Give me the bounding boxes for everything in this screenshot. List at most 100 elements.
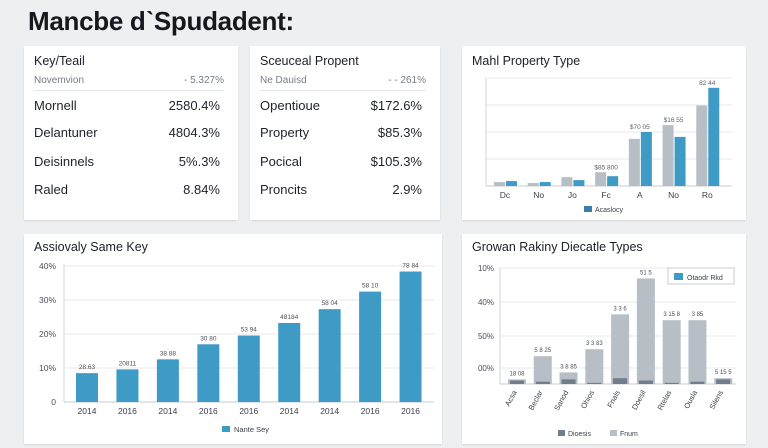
x-tick-label: 2014 [320,406,339,416]
data-label: 18 08 [509,371,525,377]
key-row-label: Delantuner [34,125,98,140]
property-type-panel: Mahl Property Type Dc No Jo $85 800 Fc $70 05… [462,46,746,220]
key-row-2: Delantuner 4804.3% [34,125,224,140]
bar [399,271,422,402]
legend-label: Acaslocy [595,207,624,214]
bar [318,309,341,402]
data-label: 53 94 [241,327,258,334]
data-label: 38 88 [160,350,177,357]
bar [595,172,607,186]
key-row-value: 5%.3% [178,154,220,169]
data-label: 3 3 83 [586,341,603,347]
x-tick-label: Dc [500,190,511,200]
decade-types-chart: 10% 40% 50% 00% 18 08 Acsa 5 8 25 Beclar 3 8 85 S… [478,264,736,438]
data-label: 3 3 6 [613,306,627,312]
same-key-title: Assiovaly Same Key [34,240,148,254]
key-panel-sub-value: - 5.327% [183,75,224,86]
bar [696,105,708,186]
x-tick-label: Acsa [503,388,519,408]
key-row-label: Raled [34,182,68,197]
x-tick-label: Beclar [527,388,545,411]
data-label: 51 5 [640,270,652,276]
legend-swatch [558,430,565,436]
data-label: $16 55 [664,117,684,124]
data-label: 28.63 [79,364,96,371]
x-tick-label: Jo [568,190,577,200]
x-tick-label: Silens [707,389,725,411]
bar [559,372,578,384]
x-tick-label: 2016 [118,406,137,416]
property-panel-sub-label: Ne Dauisd [260,75,307,86]
bar [585,349,604,384]
key-panel-title: Key/Teail [34,54,85,68]
x-tick-label: 2016 [361,406,380,416]
data-label: 3 8 85 [560,364,577,370]
bar [662,125,674,186]
data-label: 48184 [280,314,298,321]
bar-secondary [664,382,679,384]
decade-types-panel: Growan Rakiny Diecatle Types 10% 40% 50% 00… [462,234,746,444]
bar-secondary [613,378,628,384]
key-panel-subheader: Novemvion - 5.327% [34,75,224,91]
data-label: 5 15 5 [715,370,732,376]
data-label: $85 800 [594,164,618,171]
x-tick-label: A [637,190,643,200]
x-tick-label: 2014 [158,406,177,416]
key-panel: Key/Teail Novemvion - 5.327% Mornell 258… [24,46,238,220]
bar [611,314,630,384]
x-tick-label: 2014 [280,406,299,416]
data-label: 3 15 8 [663,312,680,318]
legend-swatch [610,430,617,436]
key-row-3: Deisinnels 5%.3% [34,154,224,169]
same-key-panel: Assiovaly Same Key 40% 30% 20% 10% 0 28.63 201… [24,234,442,444]
bar-secondary [510,380,524,384]
y-tick-label: 10% [39,363,56,373]
bar [278,322,301,402]
x-tick-label: 2016 [401,406,420,416]
data-label: 30 80 [200,335,217,342]
property-row-label: Property [260,125,310,140]
bar [561,177,573,186]
bar [494,182,505,186]
x-tick-label: Doesil [630,388,648,411]
property-panel-title: Sceuceal Propent [260,54,359,68]
x-tick-label: 2016 [239,406,258,416]
property-row-label: Opentioue [260,98,320,113]
bar [640,132,652,186]
property-row-label: Proncits [260,182,307,197]
bar [527,183,539,186]
bar [76,373,98,402]
property-row-4: Proncits 2.9% [260,182,426,197]
x-tick-label: No [533,190,544,200]
property-row-value: 2.9% [392,182,422,197]
key-row-value: 8.84% [183,182,220,197]
legend-label: Otaodr Rkd [687,275,723,282]
bar [533,356,552,384]
bar-secondary [561,379,576,384]
key-row-4: Raled 8.84% [34,182,224,197]
bar [156,359,179,402]
legend-label: Nante Sey [234,425,269,434]
legend-swatch [584,206,592,212]
bar [662,320,681,384]
legend-label: Dioesis [568,431,591,438]
legend-swatch [222,426,230,432]
legend-label: Fnum [620,431,638,438]
property-panel-sub-value: - - 261% [388,75,426,86]
same-key-chart: 40% 30% 20% 10% 0 28.63 2014 20811 2016 38 88 2014… [39,261,434,434]
y-tick-label: 0 [51,397,56,407]
property-row-1: Opentioue $172.6% [260,98,426,113]
bar [607,176,619,186]
decade-types-title: Growan Rakiny Diecatle Types [472,240,643,254]
property-row-value: $85.3% [377,125,422,140]
y-tick-label: 40% [39,261,56,271]
x-tick-label: Ro [702,190,713,200]
property-row-3: Pocical $105.3% [260,154,426,169]
bar [506,181,517,186]
bar [359,291,382,402]
y-tick-label: 00% [478,364,494,373]
legend-box [667,267,735,285]
key-row-value: 4804.3% [168,125,220,140]
bar [674,136,686,186]
property-type-title: Mahl Property Type [472,54,581,68]
